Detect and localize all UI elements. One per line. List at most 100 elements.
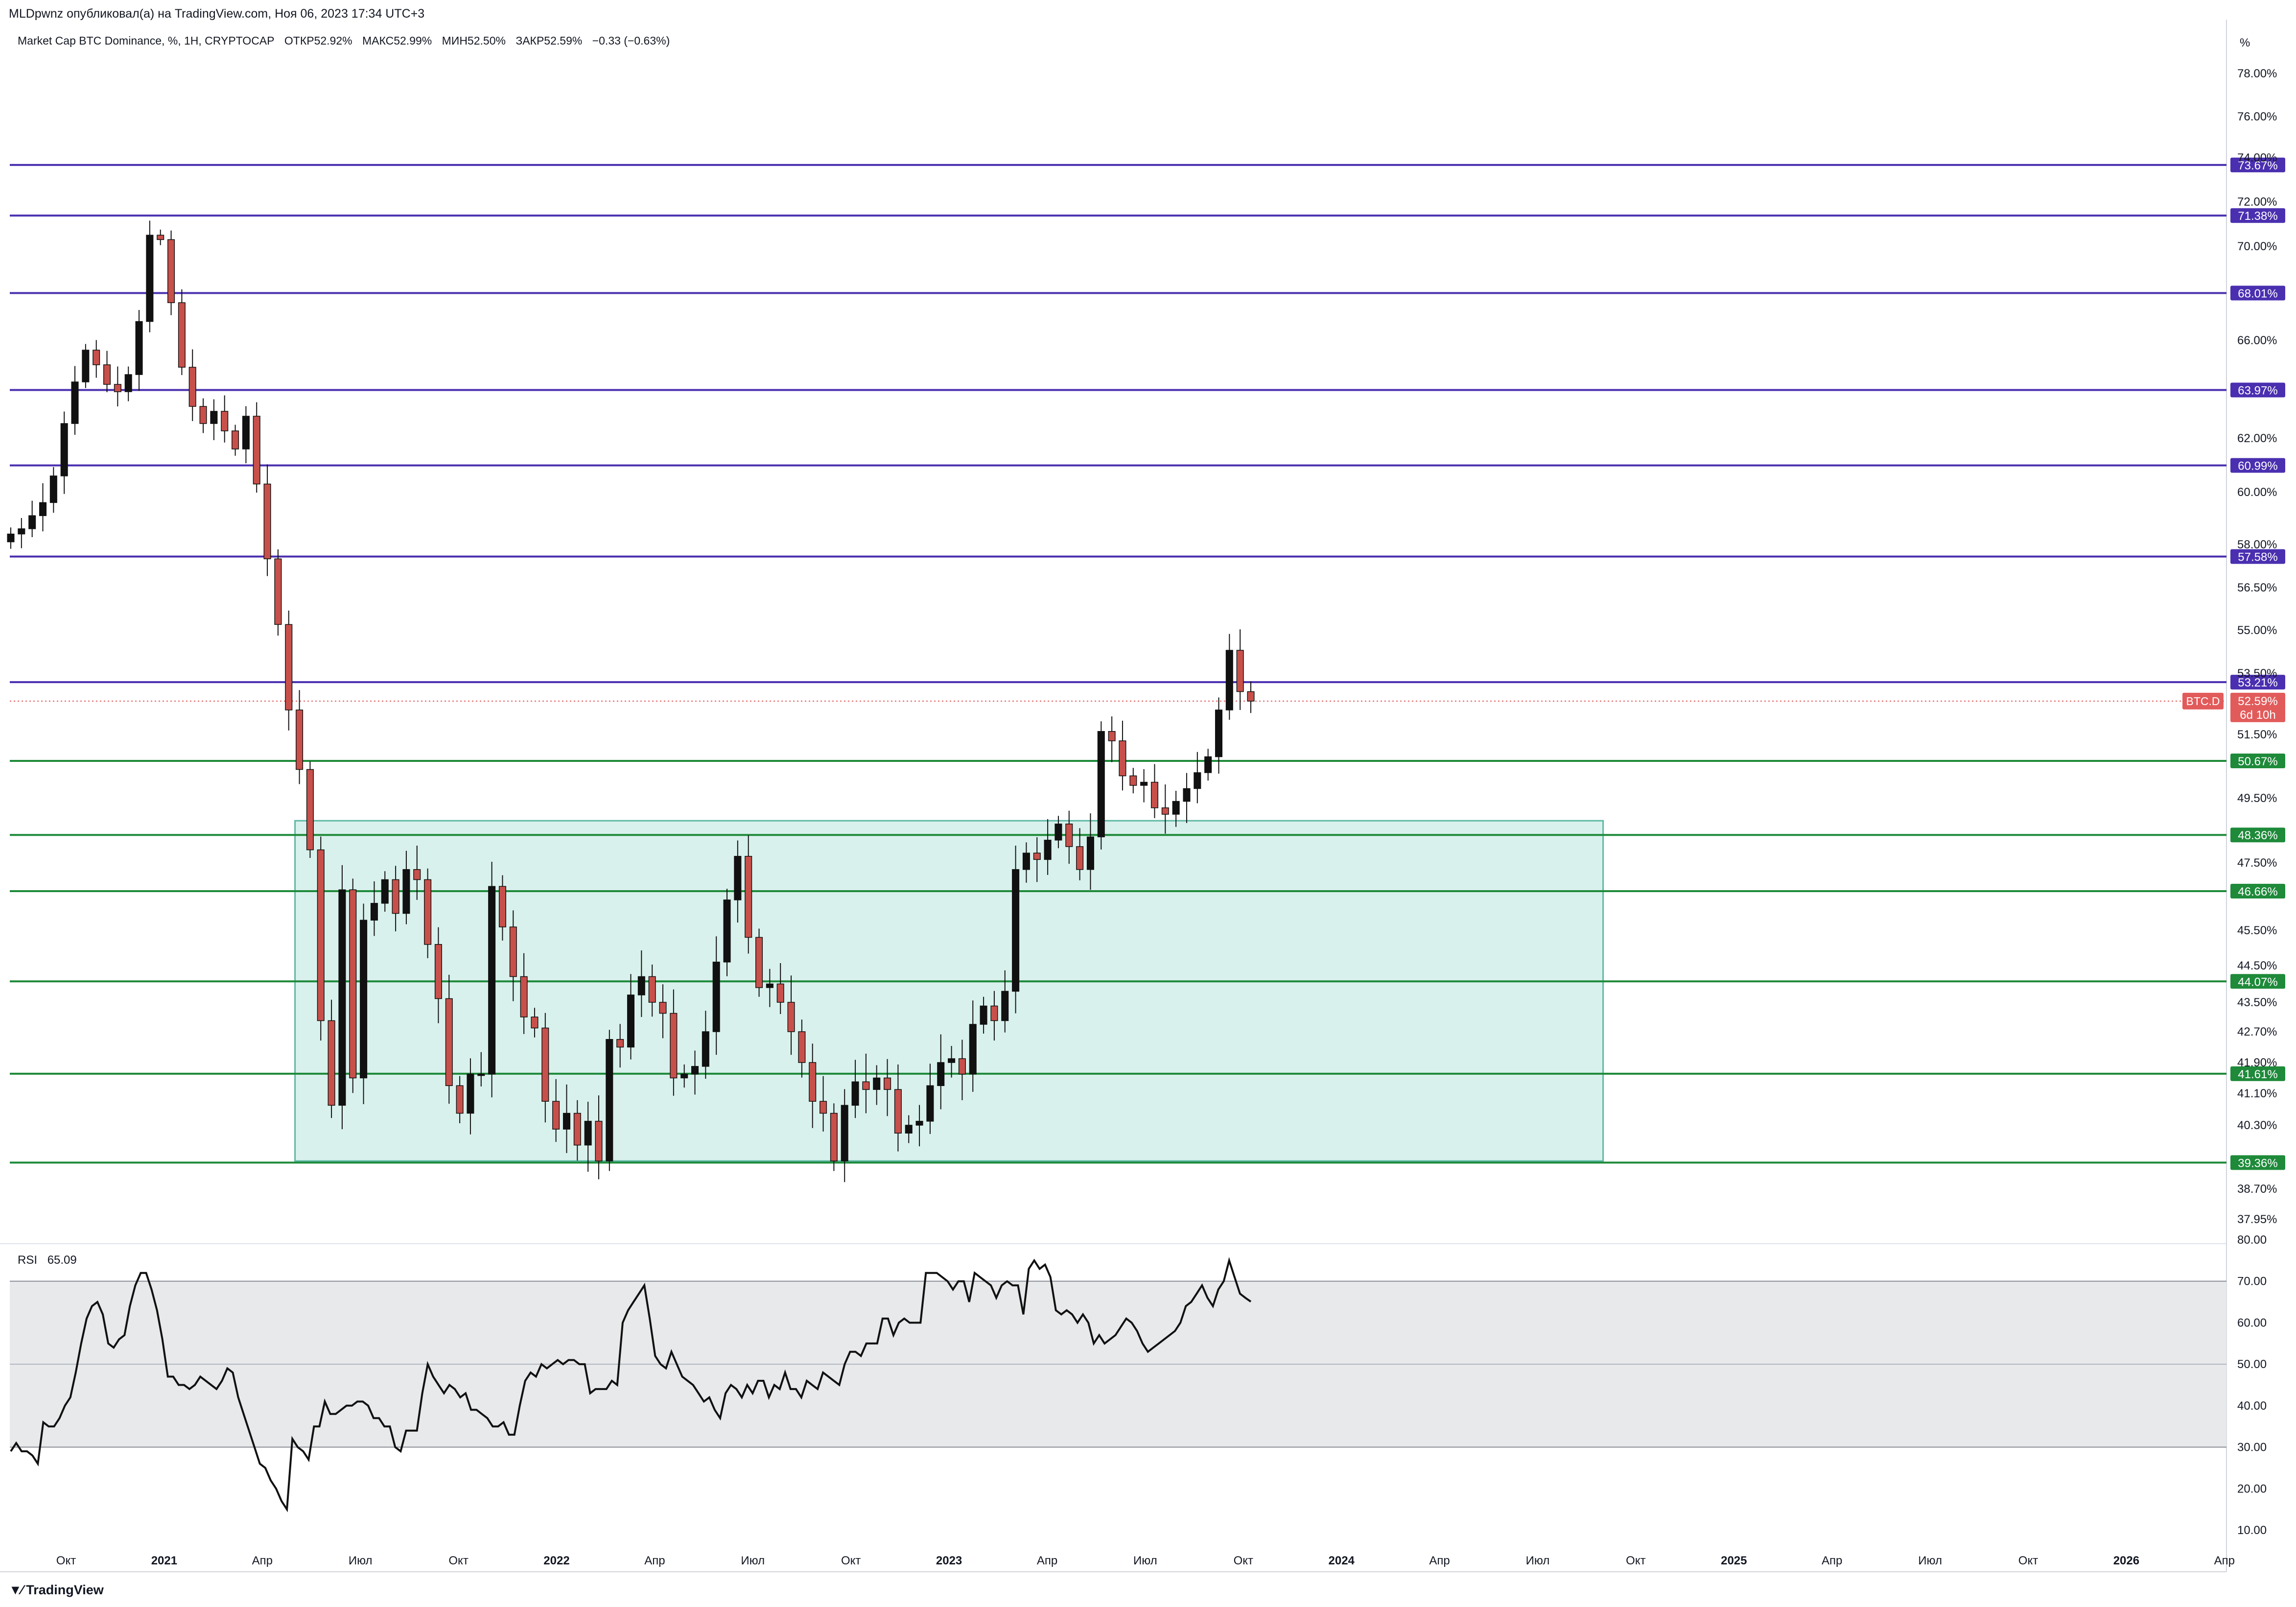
support-level-label: 41.61% <box>2238 1068 2277 1081</box>
candle-down <box>328 1020 335 1106</box>
candle-down <box>285 624 293 710</box>
candle-up <box>135 321 143 375</box>
candle-up <box>734 856 742 900</box>
candle-down <box>670 1013 678 1079</box>
candle-up <box>606 1039 613 1161</box>
candle-down <box>1108 731 1116 741</box>
price-tick-label: 60.00% <box>2237 486 2277 499</box>
price-tick-label: 41.90% <box>2237 1056 2277 1069</box>
candle-up <box>242 416 250 449</box>
price-tick-label: 40.30% <box>2237 1119 2277 1132</box>
rsi-tick-label: 80.00 <box>2237 1233 2267 1247</box>
candle-up <box>637 976 645 995</box>
candle-down <box>520 976 528 1017</box>
candle-down <box>648 976 656 1003</box>
rsi-line <box>10 1257 1252 1512</box>
support-level-label: 39.36% <box>2238 1157 2277 1170</box>
candle-up <box>1183 788 1191 802</box>
resistance-level-tag <box>2230 549 2285 564</box>
publisher-header: MLDpwnz опубликовал(а) на TradingView.co… <box>9 7 425 21</box>
candle-down <box>1033 852 1041 860</box>
candle-down <box>306 769 314 851</box>
rsi-title[interactable]: RSI <box>18 1253 38 1267</box>
candle-up <box>584 1121 592 1146</box>
candle-up <box>969 1024 977 1075</box>
resistance-level-label: 60.99% <box>2238 460 2277 473</box>
time-tick-label: 2024 <box>1329 1554 1355 1567</box>
candle-up <box>49 475 57 503</box>
price-tick-label: 53.50% <box>2237 667 2277 680</box>
candle-down <box>349 889 357 1079</box>
price-scale-unit-label[interactable]: % <box>2240 36 2250 49</box>
candle-down <box>498 886 506 927</box>
time-tick-label: 2021 <box>151 1554 177 1567</box>
rsi-tick-label: 70.00 <box>2237 1275 2267 1288</box>
candle-up <box>937 1062 945 1086</box>
candle-up <box>627 994 635 1048</box>
candle-up <box>477 1073 485 1076</box>
open-value: ОТКР52.92% <box>284 34 352 47</box>
resistance-level-label: 68.01% <box>2238 287 2277 301</box>
candle-up <box>1172 801 1180 815</box>
support-level-tag <box>2230 1066 2285 1081</box>
current-price-value: 52.59% <box>2238 695 2277 708</box>
time-tick-label: Окт <box>841 1554 861 1567</box>
rsi-info-bar: RSI 65.09 <box>18 1253 84 1267</box>
candle-down <box>541 1027 549 1102</box>
support-level-tag <box>2230 827 2285 843</box>
candle-down <box>103 364 111 385</box>
symbol-title[interactable]: Market Cap BTC Dominance, %, 1H, CRYPTOC… <box>18 34 275 47</box>
time-tick-label: Окт <box>2018 1554 2038 1567</box>
rsi-tick-label: 50.00 <box>2237 1358 2267 1371</box>
time-tick-label: 2022 <box>543 1554 569 1567</box>
time-tick-label: Апр <box>1822 1554 1842 1567</box>
candle-up <box>1044 840 1052 860</box>
countdown-value: 6d 10h <box>2240 709 2275 722</box>
candle-up <box>1140 781 1148 786</box>
candle-up <box>915 1121 923 1126</box>
price-tick-label: 37.95% <box>2237 1213 2277 1226</box>
tradingview-logo-text: TradingView <box>26 1583 104 1597</box>
candle-up <box>1204 756 1212 773</box>
candle-down <box>253 416 260 485</box>
resistance-level-label: 63.97% <box>2238 384 2277 398</box>
candle-down <box>424 879 432 945</box>
candle-down <box>830 1112 838 1161</box>
price-tick-label: 47.50% <box>2237 856 2277 870</box>
rsi-tick-label: 60.00 <box>2237 1316 2267 1329</box>
price-tick-label: 45.50% <box>2237 924 2277 937</box>
candle-down <box>445 998 453 1086</box>
candle-up <box>1012 869 1020 992</box>
support-level-label: 48.36% <box>2238 829 2277 842</box>
candle-down <box>392 879 399 914</box>
time-tick-label: Июл <box>1918 1554 1942 1567</box>
candle-up <box>702 1031 709 1067</box>
high-value: МАКС52.99% <box>362 34 432 47</box>
rsi-tick-label: 10.00 <box>2237 1524 2267 1537</box>
tradingview-logo[interactable]: ▼⁄ TradingView <box>9 1583 104 1598</box>
support-level-tag <box>2230 883 2285 898</box>
support-level-tag <box>2230 974 2285 989</box>
candle-up <box>71 381 79 424</box>
resistance-level-tag <box>2230 675 2285 690</box>
candle-down <box>178 302 186 368</box>
price-tick-label: 78.00% <box>2237 67 2277 80</box>
time-tick-label: Апр <box>644 1554 665 1567</box>
candle-down <box>1247 691 1255 702</box>
candle-up <box>873 1077 881 1090</box>
support-level-label: 50.67% <box>2238 755 2277 768</box>
price-tick-label: 70.00% <box>2237 240 2277 253</box>
candle-down <box>755 937 763 988</box>
candle-down <box>552 1101 560 1130</box>
price-tick-label: 66.00% <box>2237 334 2277 347</box>
rsi-tick-label: 20.00 <box>2237 1482 2267 1495</box>
candle-down <box>199 406 207 424</box>
time-tick-label: Окт <box>1626 1554 1645 1567</box>
candle-up <box>370 903 378 921</box>
candle-down <box>1076 846 1084 870</box>
candle-up <box>841 1105 848 1161</box>
candle-down <box>776 983 784 1003</box>
candle-down <box>884 1077 891 1090</box>
price-tick-label: 58.00% <box>2237 538 2277 551</box>
